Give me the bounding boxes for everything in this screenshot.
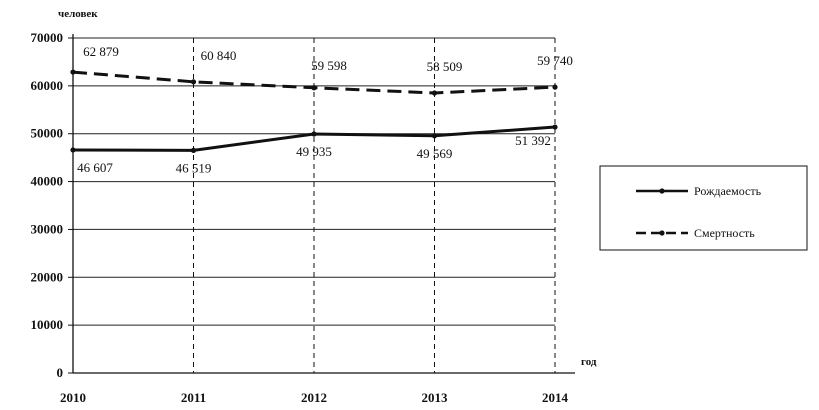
data-point bbox=[431, 90, 438, 96]
x-tick-labels: 2010 2011 2012 2013 2014 bbox=[60, 390, 569, 405]
y-axis-label: человек bbox=[58, 8, 98, 20]
legend-box bbox=[599, 165, 808, 251]
legend-marker bbox=[659, 230, 665, 236]
data-point bbox=[311, 131, 317, 137]
legend: Рождаемость Смертность bbox=[599, 165, 808, 251]
x-tick-label: 2012 bbox=[301, 390, 327, 405]
axes bbox=[68, 34, 575, 374]
y-tick-label: 60000 bbox=[31, 78, 64, 93]
legend-label: Смертность bbox=[694, 226, 755, 240]
series-lines bbox=[70, 69, 558, 153]
x-tick-label: 2014 bbox=[542, 390, 569, 405]
y-tick-label: 40000 bbox=[31, 174, 64, 189]
y-tick-label: 50000 bbox=[31, 126, 64, 141]
data-label: 49 569 bbox=[417, 146, 453, 161]
legend-label: Рождаемость bbox=[694, 184, 762, 198]
data-label: 51 392 bbox=[515, 133, 551, 148]
data-label: 58 509 bbox=[427, 59, 463, 74]
y-tick-label: 70000 bbox=[31, 30, 64, 45]
data-point bbox=[431, 133, 438, 139]
y-tick-label: 10000 bbox=[31, 317, 64, 332]
data-point bbox=[190, 147, 197, 153]
data-point bbox=[552, 84, 558, 90]
y-tick-labels: 0 10000 20000 30000 40000 50000 60000 70000 bbox=[31, 30, 64, 380]
data-label: 46 519 bbox=[176, 160, 212, 175]
legend-marker bbox=[659, 188, 665, 194]
data-label: 49 935 bbox=[296, 144, 332, 159]
data-point bbox=[190, 79, 197, 85]
data-label: 59 740 bbox=[537, 53, 573, 68]
x-tick-label: 2011 bbox=[181, 390, 206, 405]
y-tick-label: 0 bbox=[57, 365, 64, 380]
data-labels: 46 607 46 519 49 935 49 569 51 392 62 879 60 8… bbox=[77, 44, 573, 175]
data-point bbox=[70, 147, 76, 153]
data-point bbox=[70, 69, 76, 75]
x-tick-label: 2010 bbox=[60, 390, 86, 405]
data-label: 59 598 bbox=[311, 58, 347, 73]
data-label: 46 607 bbox=[77, 160, 113, 175]
x-tick-label: 2013 bbox=[422, 390, 449, 405]
y-tick-label: 30000 bbox=[31, 221, 64, 236]
data-label: 62 879 bbox=[83, 44, 119, 59]
data-point bbox=[311, 85, 317, 91]
x-axis-label: год bbox=[581, 356, 597, 368]
data-label: 60 840 bbox=[201, 48, 237, 63]
data-point bbox=[552, 124, 558, 130]
y-tick-label: 20000 bbox=[31, 269, 64, 284]
